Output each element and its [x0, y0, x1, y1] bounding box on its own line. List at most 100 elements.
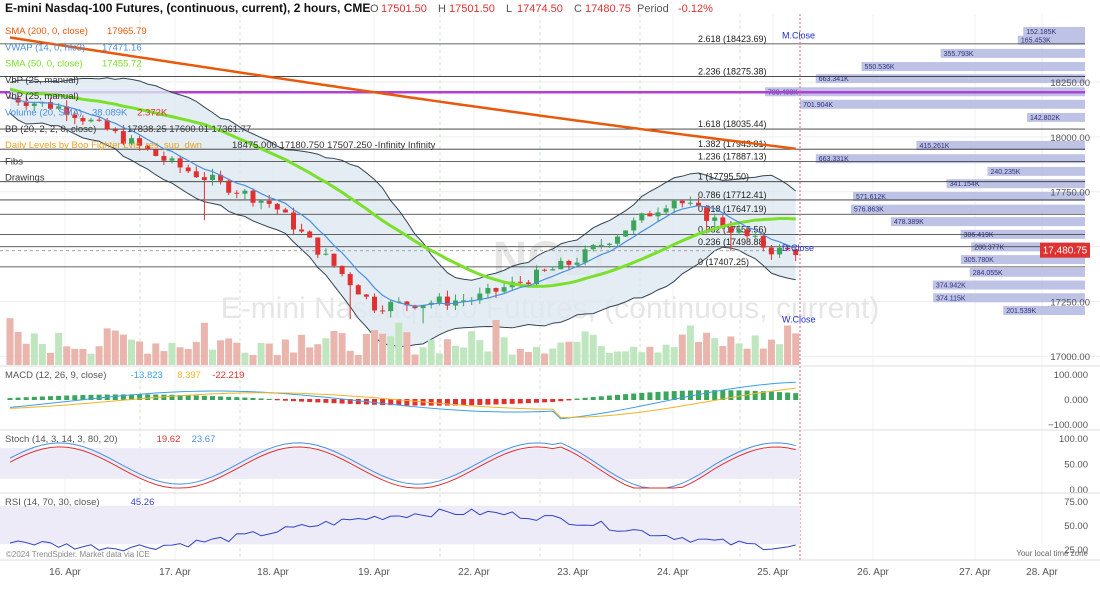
volume-profile-label: 280.377K [974, 244, 1004, 251]
volume-profile-label: 374.115K [936, 295, 966, 302]
fib-label: 0.236 (17498.88) [698, 237, 767, 247]
fib-levels: 2.618 (18423.69) 2.236 (18275.38) 1.618 (1… [0, 34, 1085, 268]
volume-profile-label: 663.341K [819, 76, 849, 83]
chart-header: E-mini Nasdaq-100 Futures, (continuous, … [5, 1, 713, 15]
volume-bar [160, 351, 168, 365]
macd-histogram-bar [137, 394, 143, 400]
candle-body [590, 245, 596, 250]
volume-profile-bar [815, 154, 1085, 164]
macd-histogram-bar [201, 395, 207, 400]
macd-histogram-bar [291, 399, 296, 402]
volume-bar [411, 354, 419, 365]
signal-line [9, 387, 796, 419]
candle-body [501, 287, 507, 292]
candle-body [671, 200, 677, 209]
candle-body [339, 265, 345, 275]
time-axis[interactable]: 16. Apr 17. Apr 18. Apr 19. Apr 22. Apr 23. A… [0, 549, 1100, 578]
candle-body [274, 203, 280, 210]
legend-value: 17965.79 [107, 26, 147, 37]
price-tick-label: 17750.00 [1050, 188, 1090, 199]
candle-body [48, 102, 53, 109]
candle-body [647, 213, 653, 217]
volume-bar [524, 351, 532, 365]
pane-tick-label: −100.000 [1048, 420, 1088, 431]
volume-bar [371, 330, 378, 365]
macd-histogram-bar [120, 394, 126, 400]
volume-bar [597, 346, 605, 365]
macd-histogram-bar [606, 395, 612, 400]
session-marker-label: M.Close [782, 31, 815, 41]
macd-histogram-bar [582, 397, 588, 400]
macd-histogram-bar [355, 399, 361, 405]
macd-histogram-bar [574, 398, 580, 400]
sma50-line [9, 87, 796, 288]
volume-bar [387, 336, 395, 365]
macd-histogram-bar [655, 391, 661, 400]
candle-body [7, 97, 13, 99]
macd-histogram-bar [793, 393, 799, 400]
volume-profile-bar [932, 280, 1085, 290]
candle-body [112, 129, 118, 132]
volume-bar [541, 353, 549, 365]
volume-bar [103, 328, 111, 365]
pane-value: 45.26 [131, 497, 155, 508]
macd-histogram-bar [485, 399, 491, 405]
volume-profile-bar [1017, 35, 1085, 45]
candle-body [226, 180, 232, 193]
candle-body [380, 310, 386, 312]
macd-histogram-bar [185, 395, 191, 400]
candle-body [169, 158, 175, 161]
candle-body [145, 145, 151, 150]
macd-histogram-bar [785, 392, 791, 400]
pane-value: 23.67 [192, 434, 216, 445]
macd-histogram-bar [129, 394, 134, 400]
pane-value: -22.219 [212, 370, 244, 381]
pane-tick-label: 0.00 [1070, 485, 1089, 496]
volume-bar [209, 349, 216, 365]
macd-histogram-bar [339, 399, 345, 404]
candle-body [752, 235, 758, 237]
volume-bar [338, 333, 346, 365]
volume-bar [533, 346, 540, 365]
legend-value: 17455.72 [102, 59, 142, 70]
candle-body [120, 131, 126, 144]
macd-histogram-bar [315, 399, 321, 403]
candle-body [493, 288, 499, 292]
macd-histogram-bar [258, 398, 264, 400]
candle-body [72, 114, 78, 118]
candle-body [307, 231, 313, 238]
volume-bar [79, 348, 87, 365]
legend-label: SMA (200, 0, close) [5, 26, 88, 37]
volume-bar [500, 337, 508, 365]
session-markers: M.Close D:Close W.Close [782, 14, 816, 560]
date-tick-label: 18. Apr [257, 567, 289, 578]
macd-histogram-bar [80, 395, 86, 400]
macd-histogram-bar [752, 390, 758, 400]
macd-histogram-bar [145, 394, 151, 400]
legend-value: 17838.25 17600.01 17361.77 [127, 124, 251, 135]
macd-histogram-bar [372, 399, 377, 405]
price-axis[interactable]: 18250.0018000.0017750.0017500.0017250.00… [1040, 78, 1090, 363]
candle-body [639, 213, 645, 221]
fib-label: 1.618 (18035.44) [698, 119, 767, 129]
macd-histogram-bar [671, 391, 677, 400]
candle-body [655, 212, 661, 217]
volume-profile-label: 284.055K [973, 270, 1003, 277]
candle-body [218, 174, 224, 181]
macd-histogram-bar [542, 399, 548, 403]
macd-histogram-bar [687, 390, 693, 400]
volume-bar [784, 325, 792, 365]
volume-bar [403, 332, 411, 365]
candle-body [623, 230, 629, 237]
macd-histogram-bar [88, 394, 94, 400]
macd-histogram-bar [250, 398, 256, 400]
candle-body [566, 260, 572, 265]
macd-histogram-bar [39, 396, 45, 400]
volume-profile-label: 571.612K [856, 194, 886, 201]
volume-profile-bar [1003, 305, 1085, 315]
macd-histogram-bar [7, 398, 13, 400]
macd-histogram-bar [64, 395, 70, 400]
candles[interactable] [7, 93, 799, 324]
volume-bar [136, 341, 144, 365]
